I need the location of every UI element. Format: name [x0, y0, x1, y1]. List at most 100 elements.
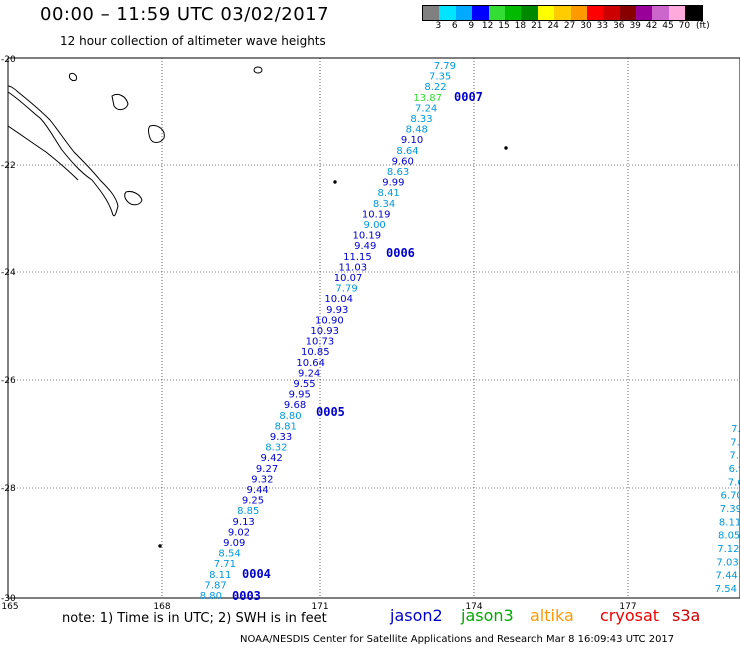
wave-height-value: 9.32: [251, 474, 273, 485]
lat-label: -30: [1, 594, 16, 604]
color-scale-label: 36: [613, 21, 625, 31]
color-swatch: [685, 6, 702, 20]
small-island: [504, 146, 508, 150]
color-scale-label: 15: [498, 21, 510, 31]
lat-label: -26: [1, 376, 16, 386]
wave-height-value: 9.60: [392, 156, 414, 167]
lat-label: -20: [1, 55, 16, 65]
color-scale-label: 30: [580, 21, 592, 31]
color-scale-label: 3: [435, 21, 442, 31]
color-scale-label: 39: [629, 21, 641, 31]
wave-height-value: 7.79: [434, 61, 456, 72]
coastline: [7, 66, 508, 548]
color-swatch: [488, 6, 505, 20]
wave-height-value: 7.12: [717, 544, 739, 555]
lon-label: 165: [1, 602, 18, 612]
wave-height-value: 9.44: [247, 485, 269, 496]
wave-height-value: 8.85: [237, 506, 259, 517]
wave-height-value: 9.49: [354, 241, 376, 252]
color-swatch: [472, 6, 489, 20]
isle-of-pines: [124, 191, 143, 206]
color-scale-label: 21: [531, 21, 543, 31]
wave-height-value: 9.33: [270, 432, 292, 443]
color-swatch: [603, 6, 620, 20]
wave-height-value: 9.25: [242, 496, 264, 507]
legend-jason2: jason2: [390, 606, 443, 625]
color-swatch: [636, 6, 653, 20]
wave-height-value: 7.44: [716, 571, 738, 582]
track-right: 8778887.27.37.16.97.66.707.398.118.057.1…: [715, 424, 740, 595]
map-title: 00:00 – 11:59 UTC 03/02/2017: [40, 4, 330, 25]
wave-height-value: 11.15: [343, 252, 372, 263]
wave-height-value: 10.90: [315, 315, 344, 326]
wave-height-value: 9.68: [284, 400, 306, 411]
wave-height-value: 8.11: [719, 517, 740, 528]
lon-label: 174: [465, 602, 482, 612]
wave-height-value: 9.95: [289, 390, 311, 401]
wave-height-value: 10.64: [296, 358, 325, 369]
color-swatch: [668, 6, 686, 20]
color-scale-bar: [422, 5, 703, 21]
color-swatch: [586, 6, 604, 20]
wave-height-value: 10.73: [306, 337, 335, 348]
wave-height-value: 8.81: [275, 421, 297, 432]
color-swatch: [439, 6, 456, 20]
wave-height-value: 9.09: [223, 538, 245, 549]
color-scale-label: (ft): [696, 21, 710, 31]
color-swatch: [537, 6, 555, 20]
color-swatch: [570, 6, 587, 20]
color-scale-label: 27: [563, 21, 576, 31]
wave-height-value: 7.6: [728, 477, 740, 488]
wave-height-value: 11.03: [338, 262, 367, 273]
wave-height-value: 6.70: [721, 491, 740, 502]
coast-inner-line: [7, 125, 79, 181]
wave-height-value: 8.32: [265, 443, 287, 454]
note-text: note: 1) Time is in UTC; 2) SWH is in fe…: [62, 611, 327, 626]
wave-height-value: 10.19: [352, 231, 381, 242]
wave-height-value: 8.63: [387, 167, 409, 178]
new-caledonia-coast: [7, 85, 119, 217]
wave-height-value: 9.02: [228, 527, 250, 538]
color-scale-label: 33: [596, 21, 609, 31]
lon-label: 168: [153, 602, 170, 612]
color-scale-label: 9: [468, 21, 475, 31]
lon-label: 171: [311, 602, 328, 612]
wave-height-value: 7.1: [729, 451, 740, 462]
belep-islands: [69, 73, 77, 81]
map-grid: [8, 58, 740, 598]
wave-height-value: 8.11: [209, 570, 231, 581]
wave-height-value: 7.54: [715, 584, 737, 595]
color-scale-label: 45: [662, 21, 674, 31]
loyalty-island-lifou: [148, 125, 165, 143]
wave-height-value: 9.99: [382, 178, 404, 189]
wave-height-value: 8.64: [396, 146, 418, 157]
legend-s3a: s3a: [672, 606, 701, 625]
wave-height-value: 10.93: [310, 326, 339, 337]
wave-height-value: 8.22: [424, 82, 446, 93]
time-tag: 0007: [454, 90, 483, 104]
wave-height-value: 9.13: [233, 517, 255, 528]
wave-height-value: 9.55: [293, 379, 315, 390]
wave-height-value: 8.41: [378, 188, 400, 199]
wave-height-value: 10.04: [324, 294, 353, 305]
lat-label: -24: [1, 268, 16, 278]
wave-height-value: 7.35: [429, 72, 451, 83]
wave-height-value: 7.79: [335, 284, 357, 295]
legend-altika: altika: [530, 606, 574, 625]
color-scale-label: 6: [451, 21, 458, 31]
wave-height-value: 13.87: [413, 93, 442, 104]
color-swatch: [455, 6, 473, 20]
map-frame: [7, 57, 740, 599]
time-tag: 0004: [242, 567, 271, 581]
wave-height-value: 7.39: [720, 504, 740, 515]
wave-height-value: 9.42: [261, 453, 283, 464]
color-swatch: [554, 6, 571, 20]
lat-label: -22: [1, 161, 16, 171]
time-tag: 0006: [386, 246, 415, 260]
loyalty-island-ouvea: [111, 93, 129, 111]
color-swatch: [521, 6, 538, 20]
color-scale-label: 18: [514, 21, 527, 31]
color-swatch: [423, 6, 440, 20]
color-scale-label: 24: [547, 21, 559, 31]
color-scale-labels: 3 6 9 12 15 18 21 24 27 30 33 36 39 42 45 70 (ft): [422, 21, 710, 33]
